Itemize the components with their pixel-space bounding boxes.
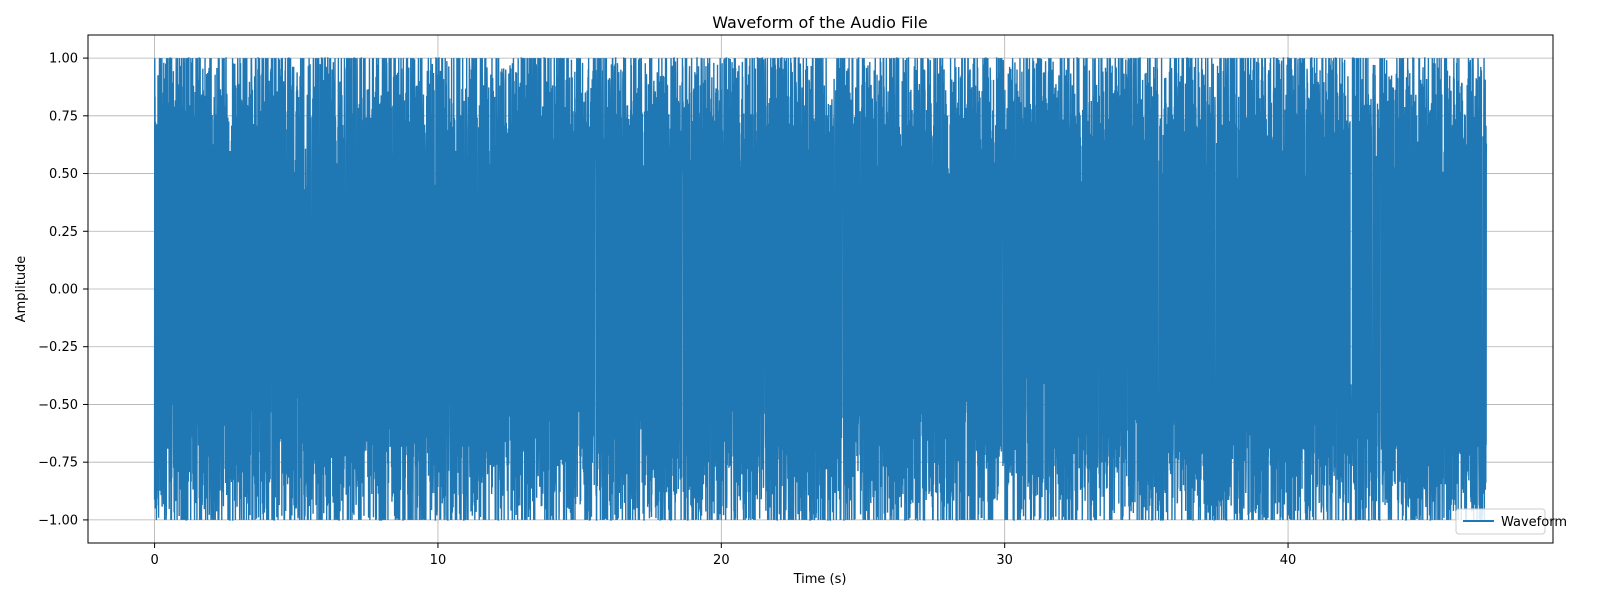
x-axis-ticks: 0 10 20 30 40 [150,543,1296,568]
y-tick-label: 0.25 [49,225,78,240]
y-tick-label: −1.00 [38,513,78,528]
plot-area [153,56,1488,521]
y-tick-label: 0.00 [49,283,78,298]
x-tick-label: 30 [996,553,1013,568]
chart-title: Waveform of the Audio File [712,13,928,32]
legend-box [1455,508,1546,535]
y-axis-ticks: −1.00 −0.75 −0.50 −0.25 0.00 0.25 0.50 0.75 1.00 [38,52,88,528]
x-tick-label: 40 [1280,553,1297,568]
x-tick-label: 10 [430,553,447,568]
legend-label-waveform: Waveform [1501,515,1567,530]
x-tick-label: 20 [713,553,730,568]
y-tick-label: 0.75 [49,109,78,124]
y-tick-label: −0.75 [38,456,78,471]
legend: Waveform [1455,508,1567,535]
y-axis-label: Amplitude [14,256,29,323]
waveform-series-line [153,56,1488,521]
y-tick-label: −0.50 [38,398,78,413]
y-tick-label: −0.25 [38,340,78,355]
y-tick-label: 0.50 [49,167,78,182]
x-axis-label: Time (s) [793,572,847,587]
x-tick-label: 0 [150,553,158,568]
y-tick-label: 1.00 [49,52,78,67]
